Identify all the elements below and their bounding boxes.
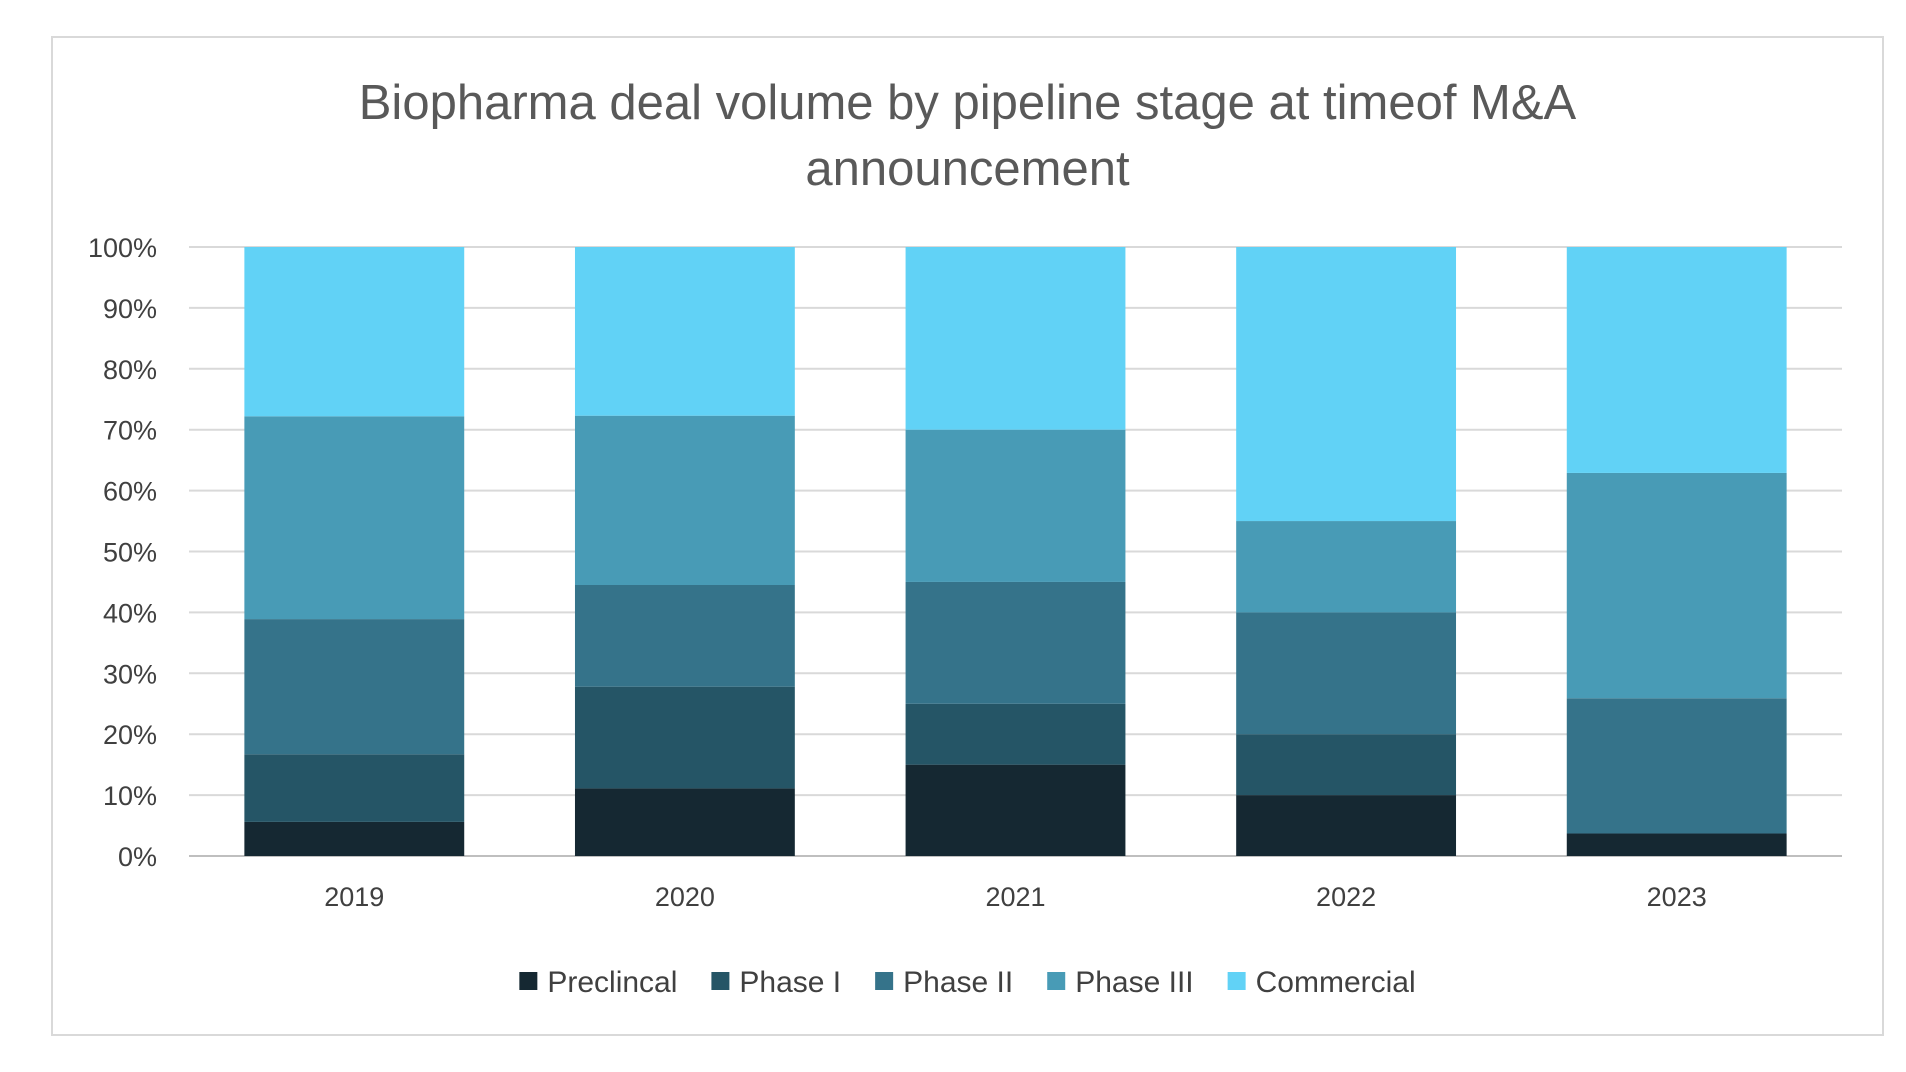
bar-segment-preclincal	[1236, 795, 1457, 856]
legend-swatch	[1047, 972, 1066, 990]
x-tick-label: 2020	[655, 882, 715, 912]
bar-segment-phase-ii	[905, 581, 1126, 704]
chart-frame: Biopharma deal volume by pipeline stage …	[51, 36, 1884, 1036]
bar-segment-commercial	[244, 247, 465, 417]
x-tick-label: 2022	[1316, 882, 1376, 912]
y-tick-label: 70%	[103, 416, 157, 446]
legend-item-phase-iii: Phase III	[1047, 966, 1194, 999]
chart-plot: 0%10%20%30%40%50%60%70%80%90%100% 2019 20…	[88, 233, 1842, 999]
bar-segment-preclincal	[905, 764, 1126, 856]
chart-title: Biopharma deal volume by pipeline stage …	[53, 70, 1882, 202]
bar-segment-commercial	[1236, 247, 1457, 522]
legend-swatch	[1227, 972, 1246, 990]
bar-segment-phase-i	[574, 686, 795, 789]
bar-segment-preclincal	[244, 821, 465, 856]
bar-segment-phase-i	[244, 754, 465, 822]
bar-stack-2020	[574, 247, 795, 856]
chart-title-line-1: Biopharma deal volume by pipeline stage …	[358, 76, 1577, 130]
bar-segment-phase-ii	[574, 584, 795, 687]
chart-title-line-2: announcement	[805, 142, 1130, 196]
bar-stack-2021	[905, 247, 1126, 856]
bar-segment-phase-iii	[574, 415, 795, 585]
y-axis-ticks: 0% 10% 20% 30% 40% 50% 60% 70% 80% 90% 100%	[88, 233, 157, 872]
y-tick-label: 10%	[103, 781, 157, 811]
bar-segment-phase-ii	[1566, 698, 1787, 834]
y-tick-label: 80%	[103, 355, 157, 385]
bar-segment-phase-iii	[1236, 521, 1457, 613]
y-tick-label: 90%	[103, 294, 157, 324]
bar-stack-2022	[1236, 247, 1457, 856]
bar-segment-commercial	[574, 247, 795, 416]
legend-item-phase-ii: Phase II	[875, 966, 1013, 999]
y-tick-label: 60%	[103, 477, 157, 507]
bar-segment-phase-iii	[905, 429, 1126, 582]
bar-segment-phase-iii	[244, 416, 465, 620]
bar-stack-2023	[1566, 247, 1787, 856]
legend-label: Commercial	[1256, 966, 1416, 999]
y-tick-label: 30%	[103, 659, 157, 689]
legend-item-phase-i: Phase I	[711, 966, 841, 999]
legend-label: Preclincal	[547, 966, 677, 999]
x-tick-label: 2021	[985, 882, 1045, 912]
x-tick-label: 2023	[1647, 882, 1707, 912]
bar-segment-commercial	[1566, 247, 1787, 473]
y-tick-label: 0%	[118, 842, 157, 872]
bar-segment-phase-i	[905, 703, 1126, 765]
bar-segment-preclincal	[574, 788, 795, 856]
y-tick-label: 50%	[103, 538, 157, 568]
x-tick-label: 2019	[324, 882, 384, 912]
legend-swatch	[875, 972, 894, 990]
legend-item-commercial: Commercial	[1227, 966, 1416, 999]
legend: Preclincal Phase I Phase II Phase III Commer…	[519, 966, 1416, 999]
y-tick-label: 40%	[103, 598, 157, 628]
bar-segment-commercial	[905, 247, 1126, 430]
bar-segment-phase-ii	[1236, 612, 1457, 735]
legend-label: Phase II	[903, 966, 1013, 999]
legend-swatch	[711, 972, 730, 990]
bars	[244, 247, 1787, 856]
bar-stack-2019	[244, 247, 465, 856]
bar-segment-phase-i	[1236, 734, 1457, 796]
bar-segment-phase-iii	[1566, 472, 1787, 699]
legend-label: Phase I	[739, 966, 841, 999]
x-axis-ticks: 2019 2020 2021 2022 2023	[324, 882, 1706, 912]
y-tick-label: 100%	[88, 233, 157, 263]
bar-segment-phase-ii	[244, 619, 465, 755]
bar-segment-preclincal	[1566, 833, 1787, 856]
legend-item-preclincal: Preclincal	[519, 966, 677, 999]
y-tick-label: 20%	[103, 720, 157, 750]
legend-label: Phase III	[1075, 966, 1193, 999]
legend-swatch	[519, 972, 538, 990]
